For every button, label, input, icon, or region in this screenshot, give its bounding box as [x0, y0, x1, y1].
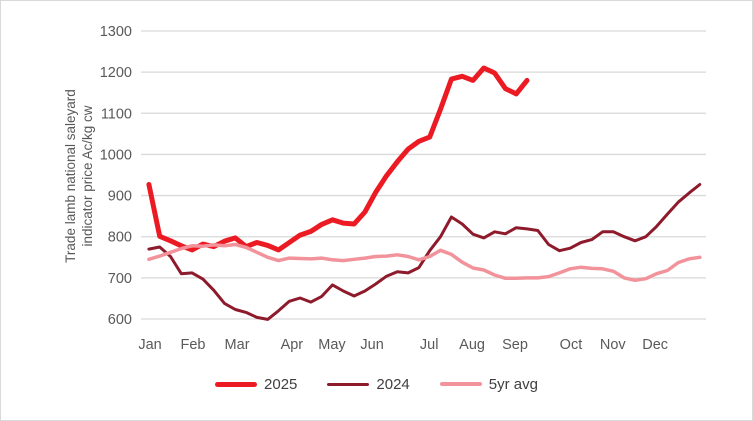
- x-tick-label-apr: Apr: [281, 337, 304, 353]
- legend-swatch-5yr-avg: [439, 382, 482, 386]
- legend-item-2024: 2024: [327, 375, 410, 393]
- x-tick-label-jul: Jul: [420, 337, 439, 353]
- x-tick-label-dec: Dec: [642, 337, 668, 353]
- y-tick-label-600: 600: [108, 312, 132, 328]
- legend-label-2025: 2025: [264, 375, 298, 393]
- series-line-2025: [146, 65, 530, 253]
- legend-item-5yr-avg: 5yr avg: [439, 375, 538, 393]
- x-tick-label-jan: Jan: [138, 337, 161, 353]
- y-tick-label-1300: 1300: [100, 24, 132, 40]
- y-tick-label-700: 700: [108, 271, 132, 287]
- legend-label-2024: 2024: [376, 375, 410, 393]
- y-tick-label-1000: 1000: [100, 147, 132, 163]
- x-tick-label-sep: Sep: [502, 337, 528, 353]
- legend-label-5yr-avg: 5yr avg: [488, 375, 538, 393]
- y-tick-label-1100: 1100: [101, 106, 132, 122]
- x-tick-label-oct: Oct: [560, 337, 583, 353]
- x-tick-label-feb: Feb: [180, 337, 205, 353]
- legend-item-2025: 2025: [215, 376, 297, 393]
- x-tick-label-mar: Mar: [225, 337, 250, 353]
- x-tick-label-jun: Jun: [360, 337, 383, 353]
- y-tick-label-1200: 1200: [100, 65, 132, 81]
- x-tick-label-may: May: [318, 337, 346, 353]
- series-line-2024: [147, 183, 702, 321]
- legend-swatch-2025: [215, 381, 258, 387]
- x-tick-label-nov: Nov: [600, 337, 627, 353]
- x-tick-label-aug: Aug: [459, 337, 485, 353]
- series-line-5yr-avg: [147, 242, 702, 283]
- legend-swatch-2024: [327, 382, 370, 386]
- y-tick-label-800: 800: [108, 230, 132, 246]
- y-tick-label-900: 900: [108, 189, 132, 205]
- chart-legend: 2025 2024 5yr avg: [1, 369, 752, 399]
